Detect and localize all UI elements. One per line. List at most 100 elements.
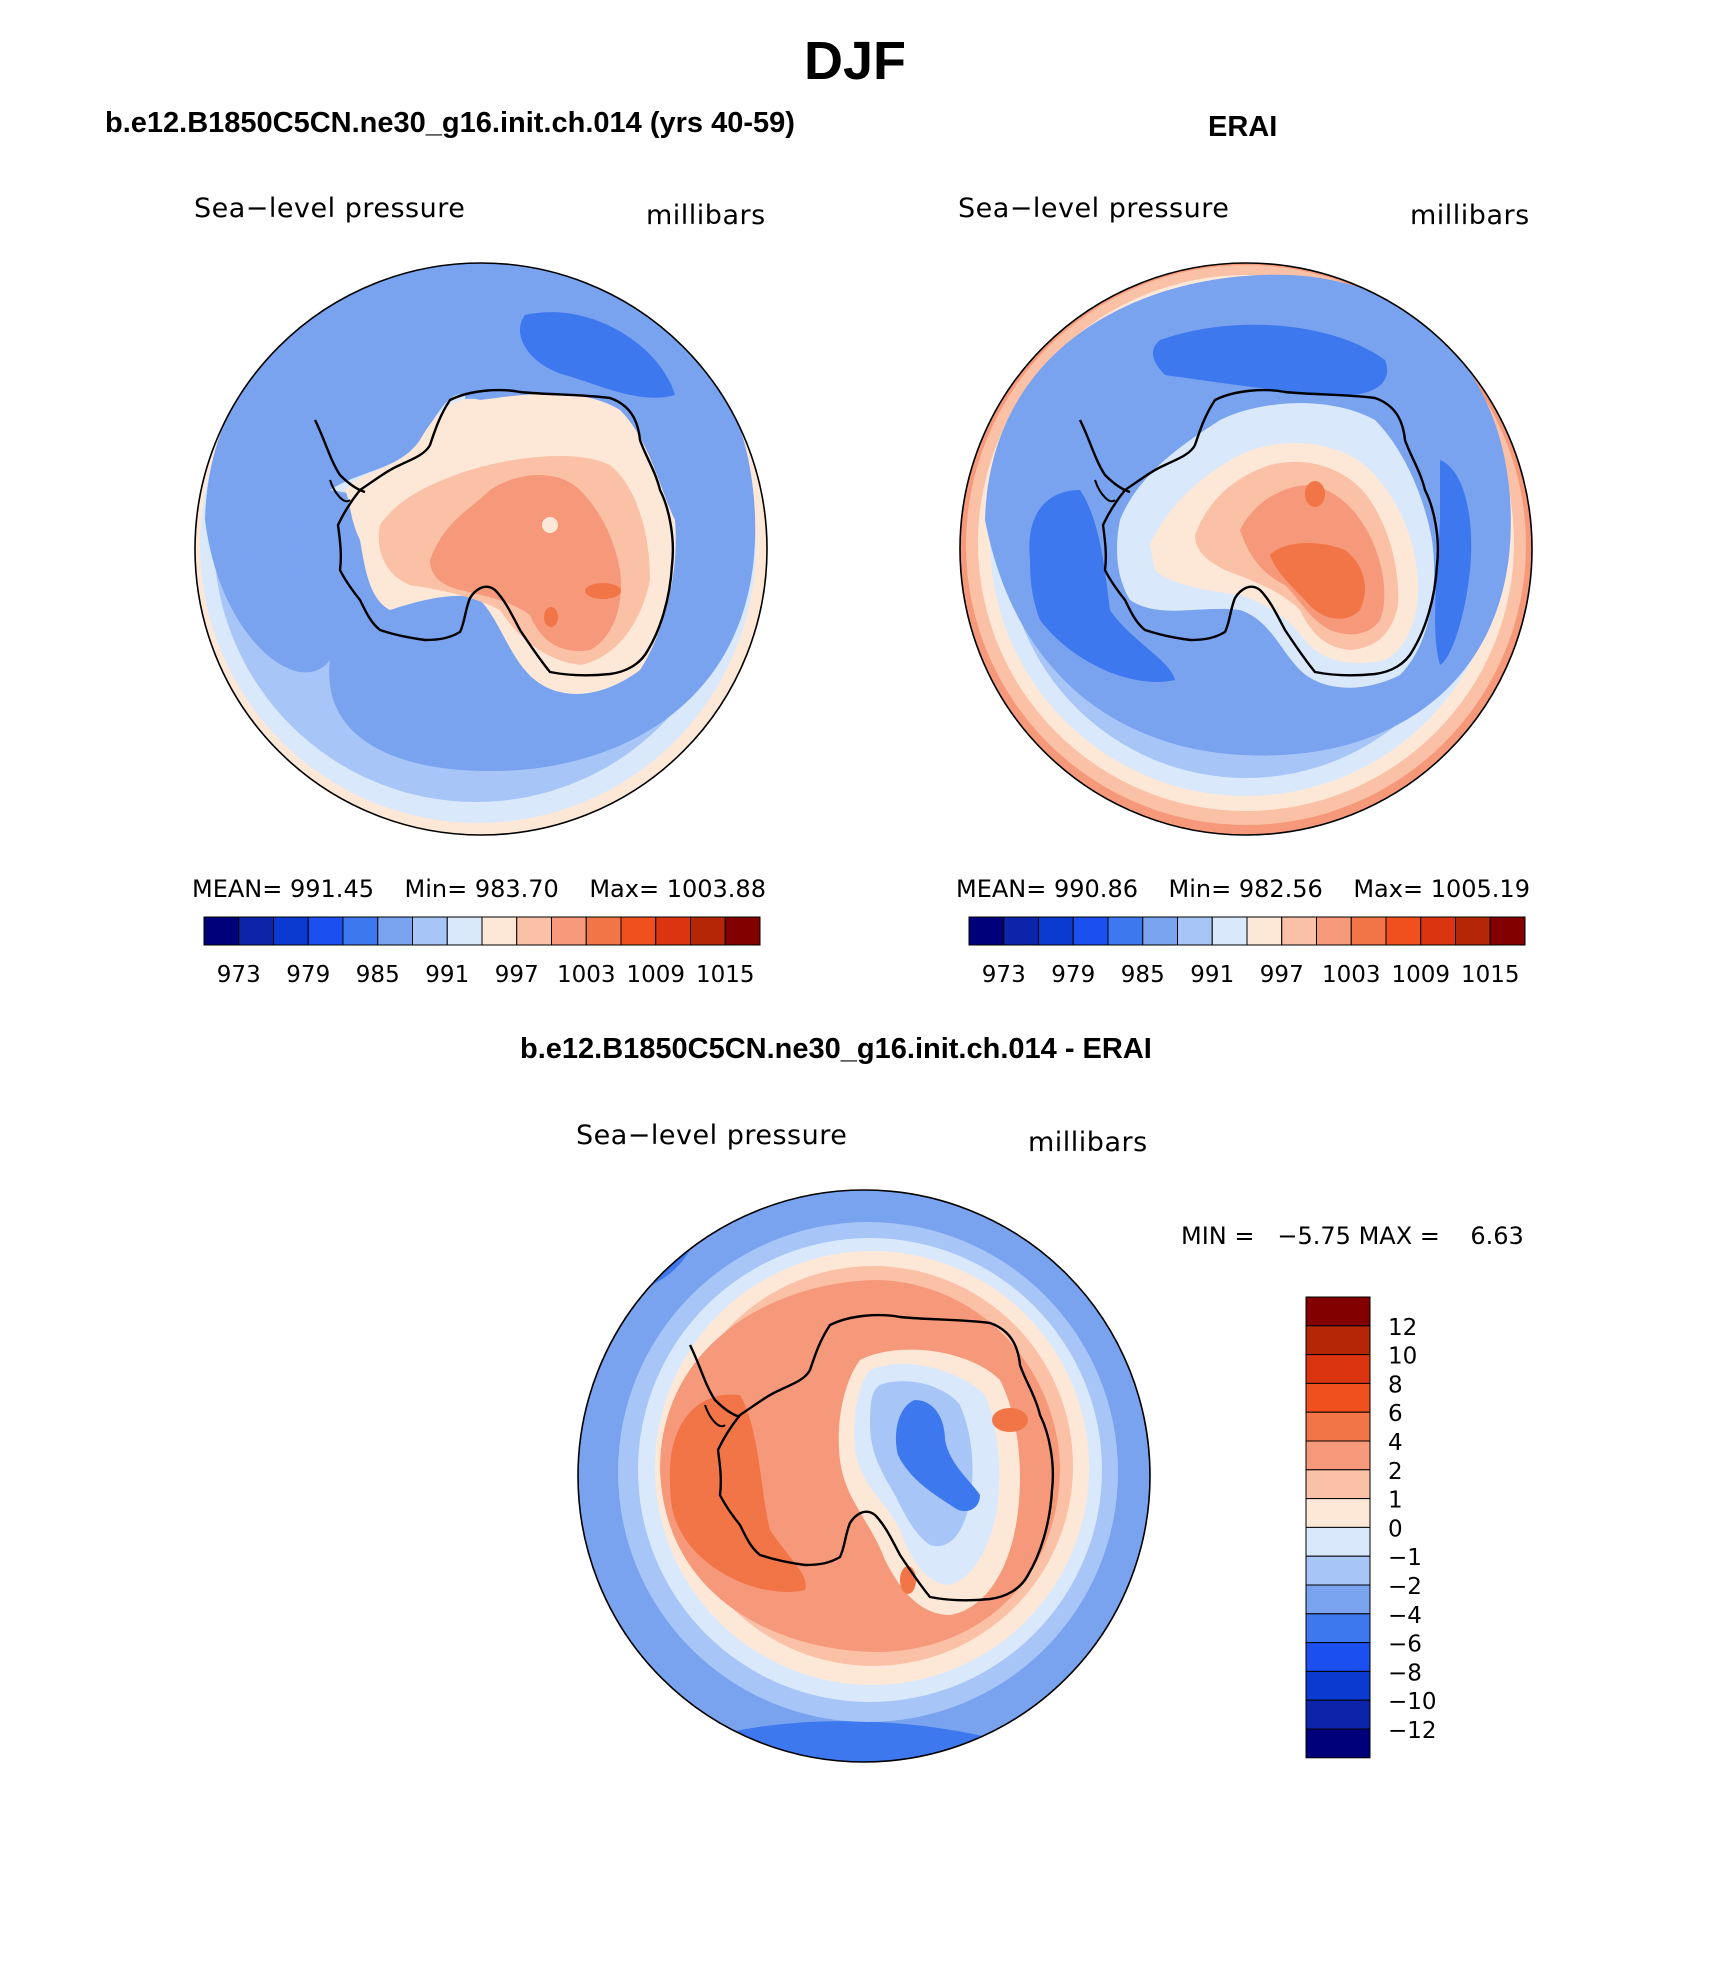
diff-colorbar-tick-label: −6: [1388, 1632, 1422, 1658]
obs-mean-value: 990.86: [1054, 875, 1138, 903]
model-colorbar-tick-label: 991: [425, 962, 469, 988]
peninsula-islands: [1094, 479, 1116, 503]
obs-colorbar-box: [1385, 916, 1422, 946]
diff-variable-label: Sea−level pressure: [576, 1120, 848, 1151]
diff-colorbar-tick-label: −1: [1388, 1545, 1422, 1571]
obs-colorbar-tick-label: 991: [1190, 962, 1234, 988]
model-colorbar-tick-label: 985: [356, 962, 400, 988]
model-colorbar-tick-label: 1009: [626, 962, 685, 988]
antarctic-peninsula: [1078, 419, 1131, 494]
low-pressure-contour: [895, 1400, 980, 1512]
obs-colorbar-tick-label: 1003: [1322, 962, 1381, 988]
obs-colorbar-box: [1316, 916, 1352, 946]
diff-colorbar-box: [1305, 1354, 1371, 1384]
map-boundary: [959, 262, 1533, 836]
obs-max-label: Max=: [1353, 875, 1424, 903]
diff-colorbar-tick-label: 2: [1388, 1459, 1403, 1485]
obs-stats: MEAN= 990.86 Min= 982.56 Max= 1005.19: [956, 875, 1530, 903]
diff-colorbar-tick-label: 0: [1388, 1516, 1403, 1542]
obs-colorbar-box: [1489, 916, 1526, 946]
figure-title: DJF: [803, 31, 906, 91]
low-pressure-contour: [1029, 490, 1175, 682]
model-colorbar-tick-label: 997: [495, 962, 539, 988]
model-colorbar-box: [551, 916, 587, 946]
diff-colorbar-box: [1305, 1613, 1371, 1644]
model-colorbar-box: [203, 916, 240, 946]
model-colorbar-box: [516, 916, 552, 946]
model-map: [194, 262, 768, 836]
diff-colorbar-box: [1305, 1699, 1371, 1730]
obs-colorbar-box: [968, 916, 1005, 946]
obs-units-label: millibars: [1410, 200, 1530, 231]
model-colorbar-box: [377, 916, 413, 946]
model-colorbar-tick-label: 1003: [557, 962, 616, 988]
diff-colorbar-box: [1305, 1382, 1371, 1413]
obs-min-value: 982.56: [1238, 875, 1323, 903]
antarctic-peninsula: [313, 419, 366, 494]
diff-colorbar-tick-label: −2: [1388, 1574, 1422, 1600]
obs-mean-label: MEAN=: [956, 875, 1047, 903]
diff-max-label: MAX =: [1358, 1222, 1440, 1250]
diff-colorbar-tick-label: 6: [1388, 1401, 1403, 1427]
diff-min-label: MIN =: [1181, 1222, 1255, 1250]
diff-units-label: millibars: [1028, 1127, 1148, 1158]
antarctica-coastline: [1101, 388, 1440, 677]
obs-colorbar-box: [1420, 916, 1456, 946]
model-max-value: 1003.88: [666, 875, 766, 903]
diff-colorbar-tick-label: −12: [1388, 1718, 1437, 1744]
diff-colorbar-box: [1305, 1526, 1371, 1557]
diff-colorbar-box: [1305, 1469, 1371, 1500]
model-colorbar-box: [655, 916, 691, 946]
low-pressure-contour: [1153, 324, 1388, 396]
obs-colorbar: 973 979 985 991 997 1003 1009 1015: [968, 916, 1526, 988]
obs-panel-title: ERAI: [1208, 111, 1278, 143]
antarctica-coastline: [336, 388, 675, 677]
model-stats: MEAN= 991.45 Min= 983.70 Max= 1003.88: [192, 875, 766, 903]
diff-colorbar-box: [1305, 1584, 1371, 1615]
model-colorbar-box: [307, 916, 344, 946]
obs-colorbar-box: [1038, 916, 1074, 946]
obs-colorbar-box: [1350, 916, 1387, 946]
obs-colorbar-tick-label: 979: [1051, 962, 1095, 988]
model-mean-value: 991.45: [290, 875, 374, 903]
diff-colorbar-box: [1305, 1498, 1371, 1528]
diff-colorbar-box: [1305, 1555, 1371, 1586]
model-colorbar-box: [238, 916, 274, 946]
diff-colorbar-box: [1305, 1440, 1371, 1471]
diff-colorbar-tick-label: 12: [1388, 1315, 1417, 1341]
model-colorbar: 973 979 985 991 997 1003 1009 1015: [203, 916, 761, 988]
model-colorbar-tick-label: 973: [217, 962, 261, 988]
diff-colorbar-tick-label: 10: [1388, 1344, 1417, 1370]
peninsula-islands: [329, 479, 351, 503]
obs-max-value: 1005.19: [1430, 875, 1530, 903]
obs-colorbar-tick-label: 985: [1121, 962, 1165, 988]
obs-variable-label: Sea−level pressure: [958, 193, 1230, 224]
obs-colorbar-box: [1177, 916, 1213, 946]
diff-stats: MIN = −5.75 MAX = 6.63: [1181, 1222, 1524, 1250]
peninsula-islands: [704, 1404, 726, 1428]
model-colorbar-box: [690, 916, 726, 946]
obs-colorbar-box: [1246, 916, 1283, 946]
contour-fill: [700, 1721, 1000, 1762]
contour-fill: [585, 583, 621, 599]
contour-fill: [542, 517, 558, 533]
high-pressure-contour: [669, 1394, 806, 1592]
obs-colorbar-box: [1072, 916, 1109, 946]
model-colorbar-box: [620, 916, 657, 946]
diff-colorbar-box: [1305, 1670, 1371, 1701]
contour-fill: [900, 1566, 916, 1594]
diff-colorbar-box: [1305, 1325, 1371, 1356]
contour-fill: [430, 475, 621, 651]
diff-map: [577, 1189, 1151, 1763]
contour-fill: [1270, 543, 1365, 619]
diff-max-value: 6.63: [1470, 1222, 1524, 1250]
model-min-value: 983.70: [474, 875, 559, 903]
obs-colorbar-tick-label: 1009: [1391, 962, 1450, 988]
diff-colorbar-box: [1305, 1296, 1371, 1327]
map-boundary: [194, 262, 768, 836]
obs-colorbar-tick-label: 973: [982, 962, 1026, 988]
model-variable-label: Sea−level pressure: [194, 193, 466, 224]
diff-colorbar-box: [1305, 1642, 1371, 1672]
